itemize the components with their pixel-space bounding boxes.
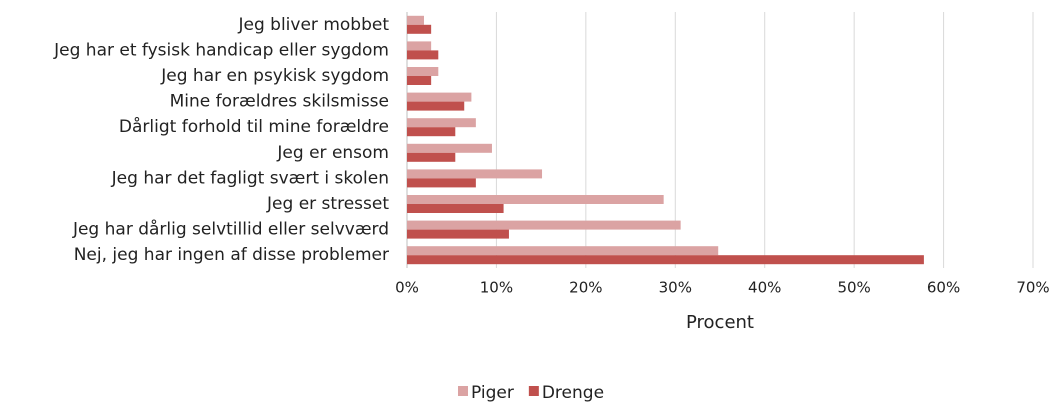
bar [407, 24, 432, 34]
y-tick-label: Jeg bliver mobbet [238, 15, 390, 35]
bar [407, 76, 432, 85]
legend-label: Piger [471, 383, 514, 403]
bar [407, 246, 719, 256]
y-tick-label: Jeg har et fysisk handicap eller sygdom [53, 40, 389, 60]
bar [407, 41, 432, 51]
legend-swatch [528, 386, 539, 396]
bar [407, 255, 924, 265]
x-tick-label: 60% [927, 279, 960, 297]
x-tick-label: 0% [395, 279, 419, 297]
x-tick-label: 40% [748, 279, 781, 297]
legend-swatch [458, 386, 468, 396]
x-tick-label: 20% [569, 279, 602, 297]
x-tick-label: 10% [480, 279, 513, 297]
x-tick-label: 70% [1016, 279, 1049, 297]
bar [407, 92, 472, 102]
bar [407, 195, 664, 204]
y-tick-label: Jeg har det fagligt svært i skolen [111, 168, 389, 188]
bar [407, 15, 424, 25]
bar [407, 178, 476, 188]
bar [407, 229, 509, 239]
bar [407, 204, 504, 213]
y-tick-label: Jeg er stresset [266, 194, 389, 214]
y-tick-label: Dårligt forhold til mine forældre [119, 116, 389, 137]
bar [407, 101, 465, 111]
y-tick-label: Jeg har en psykisk sygdom [160, 66, 389, 86]
y-tick-label: Jeg er ensom [276, 143, 389, 163]
y-tick-label: Mine forældres skilsmisse [170, 92, 389, 112]
y-tick-label: Nej, jeg har ingen af disse problemer [74, 245, 389, 265]
bar [407, 67, 439, 76]
bar [407, 169, 543, 179]
legend-label: Drenge [542, 383, 604, 403]
x-axis-label: Procent [686, 312, 754, 333]
bar [407, 118, 476, 128]
bar [407, 152, 456, 162]
bar [407, 220, 681, 230]
bar [407, 50, 439, 60]
bar [407, 143, 492, 153]
y-tick-label: Jeg har dårlig selvtillid eller selvværd [72, 219, 389, 240]
x-tick-label: 50% [837, 279, 870, 297]
x-tick-label: 30% [659, 279, 692, 297]
bar [407, 127, 456, 137]
